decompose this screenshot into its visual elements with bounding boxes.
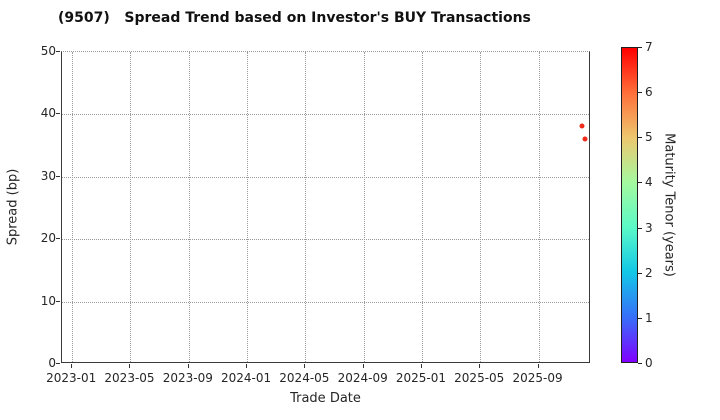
x-gridline <box>363 52 365 362</box>
x-tick-mark <box>537 364 539 368</box>
x-tick-label: 2025-09 <box>512 371 563 385</box>
x-gridline <box>247 52 249 362</box>
colorbar-tick-mark <box>638 182 642 184</box>
x-tick-mark <box>420 364 422 368</box>
colorbar-tick-mark <box>638 272 642 274</box>
x-tick-label: 2023-09 <box>162 371 213 385</box>
y-tick-mark <box>56 51 60 52</box>
colorbar-tick-label: 3 <box>645 220 653 235</box>
colorbar-label: Maturity Tenor (years) <box>661 133 677 277</box>
x-tick-label: 2023-01 <box>46 371 97 385</box>
colorbar-tick-mark <box>638 137 642 139</box>
x-tick-label: 2024-01 <box>220 371 272 385</box>
y-tick-label: 0 <box>48 356 56 370</box>
y-tick-label: 50 <box>40 44 56 58</box>
y-tick-label: 20 <box>40 231 56 246</box>
x-gridline <box>421 52 423 362</box>
x-gridline <box>480 52 482 362</box>
colorbar-tick-mark <box>638 227 642 229</box>
colorbar-tick-label: 1 <box>645 310 653 325</box>
y-tick-label: 30 <box>40 168 56 183</box>
y-tick-label: 40 <box>40 106 56 121</box>
x-gridline <box>538 52 540 362</box>
x-tick-mark <box>71 364 73 368</box>
colorbar-tick-mark <box>638 363 642 364</box>
y-tick-label: 10 <box>40 293 56 308</box>
y-tick-mark <box>56 113 60 115</box>
data-point <box>582 136 588 142</box>
colorbar-tick-label: 0 <box>645 356 653 370</box>
x-tick-label: 2025-05 <box>454 371 505 385</box>
x-axis-label: Trade Date <box>290 391 361 406</box>
x-gridline <box>188 52 190 362</box>
x-tick-label: 2024-09 <box>337 371 388 385</box>
x-tick-mark <box>246 364 248 368</box>
colorbar-tick-label: 6 <box>645 85 653 100</box>
data-point <box>579 123 585 129</box>
chart-title: (9507) Spread Trend based on Investor's … <box>58 10 531 26</box>
x-gridline <box>305 52 307 362</box>
x-tick-label: 2023-05 <box>104 371 155 385</box>
x-tick-mark <box>129 364 131 368</box>
x-tick-mark <box>187 364 189 368</box>
colorbar <box>621 47 638 363</box>
x-tick-mark <box>479 364 481 368</box>
colorbar-tick-mark <box>638 317 642 319</box>
colorbar-tick-label: 4 <box>645 175 653 190</box>
colorbar-tick-label: 2 <box>645 265 653 280</box>
y-tick-mark <box>56 300 60 302</box>
x-tick-mark <box>362 364 364 368</box>
colorbar-tick-label: 7 <box>645 40 653 54</box>
y-tick-mark <box>56 238 60 240</box>
y-tick-mark <box>56 175 60 177</box>
y-gridline <box>62 114 589 116</box>
colorbar-tick-label: 5 <box>645 130 653 145</box>
y-tick-mark <box>56 363 60 364</box>
x-gridline <box>72 52 74 362</box>
y-gridline <box>62 239 589 241</box>
x-tick-mark <box>304 364 306 368</box>
y-axis-label: Spread (bp) <box>5 168 21 246</box>
colorbar-tick-mark <box>638 92 642 94</box>
x-tick-label: 2025-01 <box>395 371 447 385</box>
y-gridline <box>62 176 589 178</box>
x-tick-label: 2024-05 <box>279 371 330 385</box>
colorbar-tick-mark <box>638 47 642 48</box>
x-gridline <box>130 52 132 362</box>
y-gridline <box>62 301 589 303</box>
plot-area <box>61 51 590 363</box>
